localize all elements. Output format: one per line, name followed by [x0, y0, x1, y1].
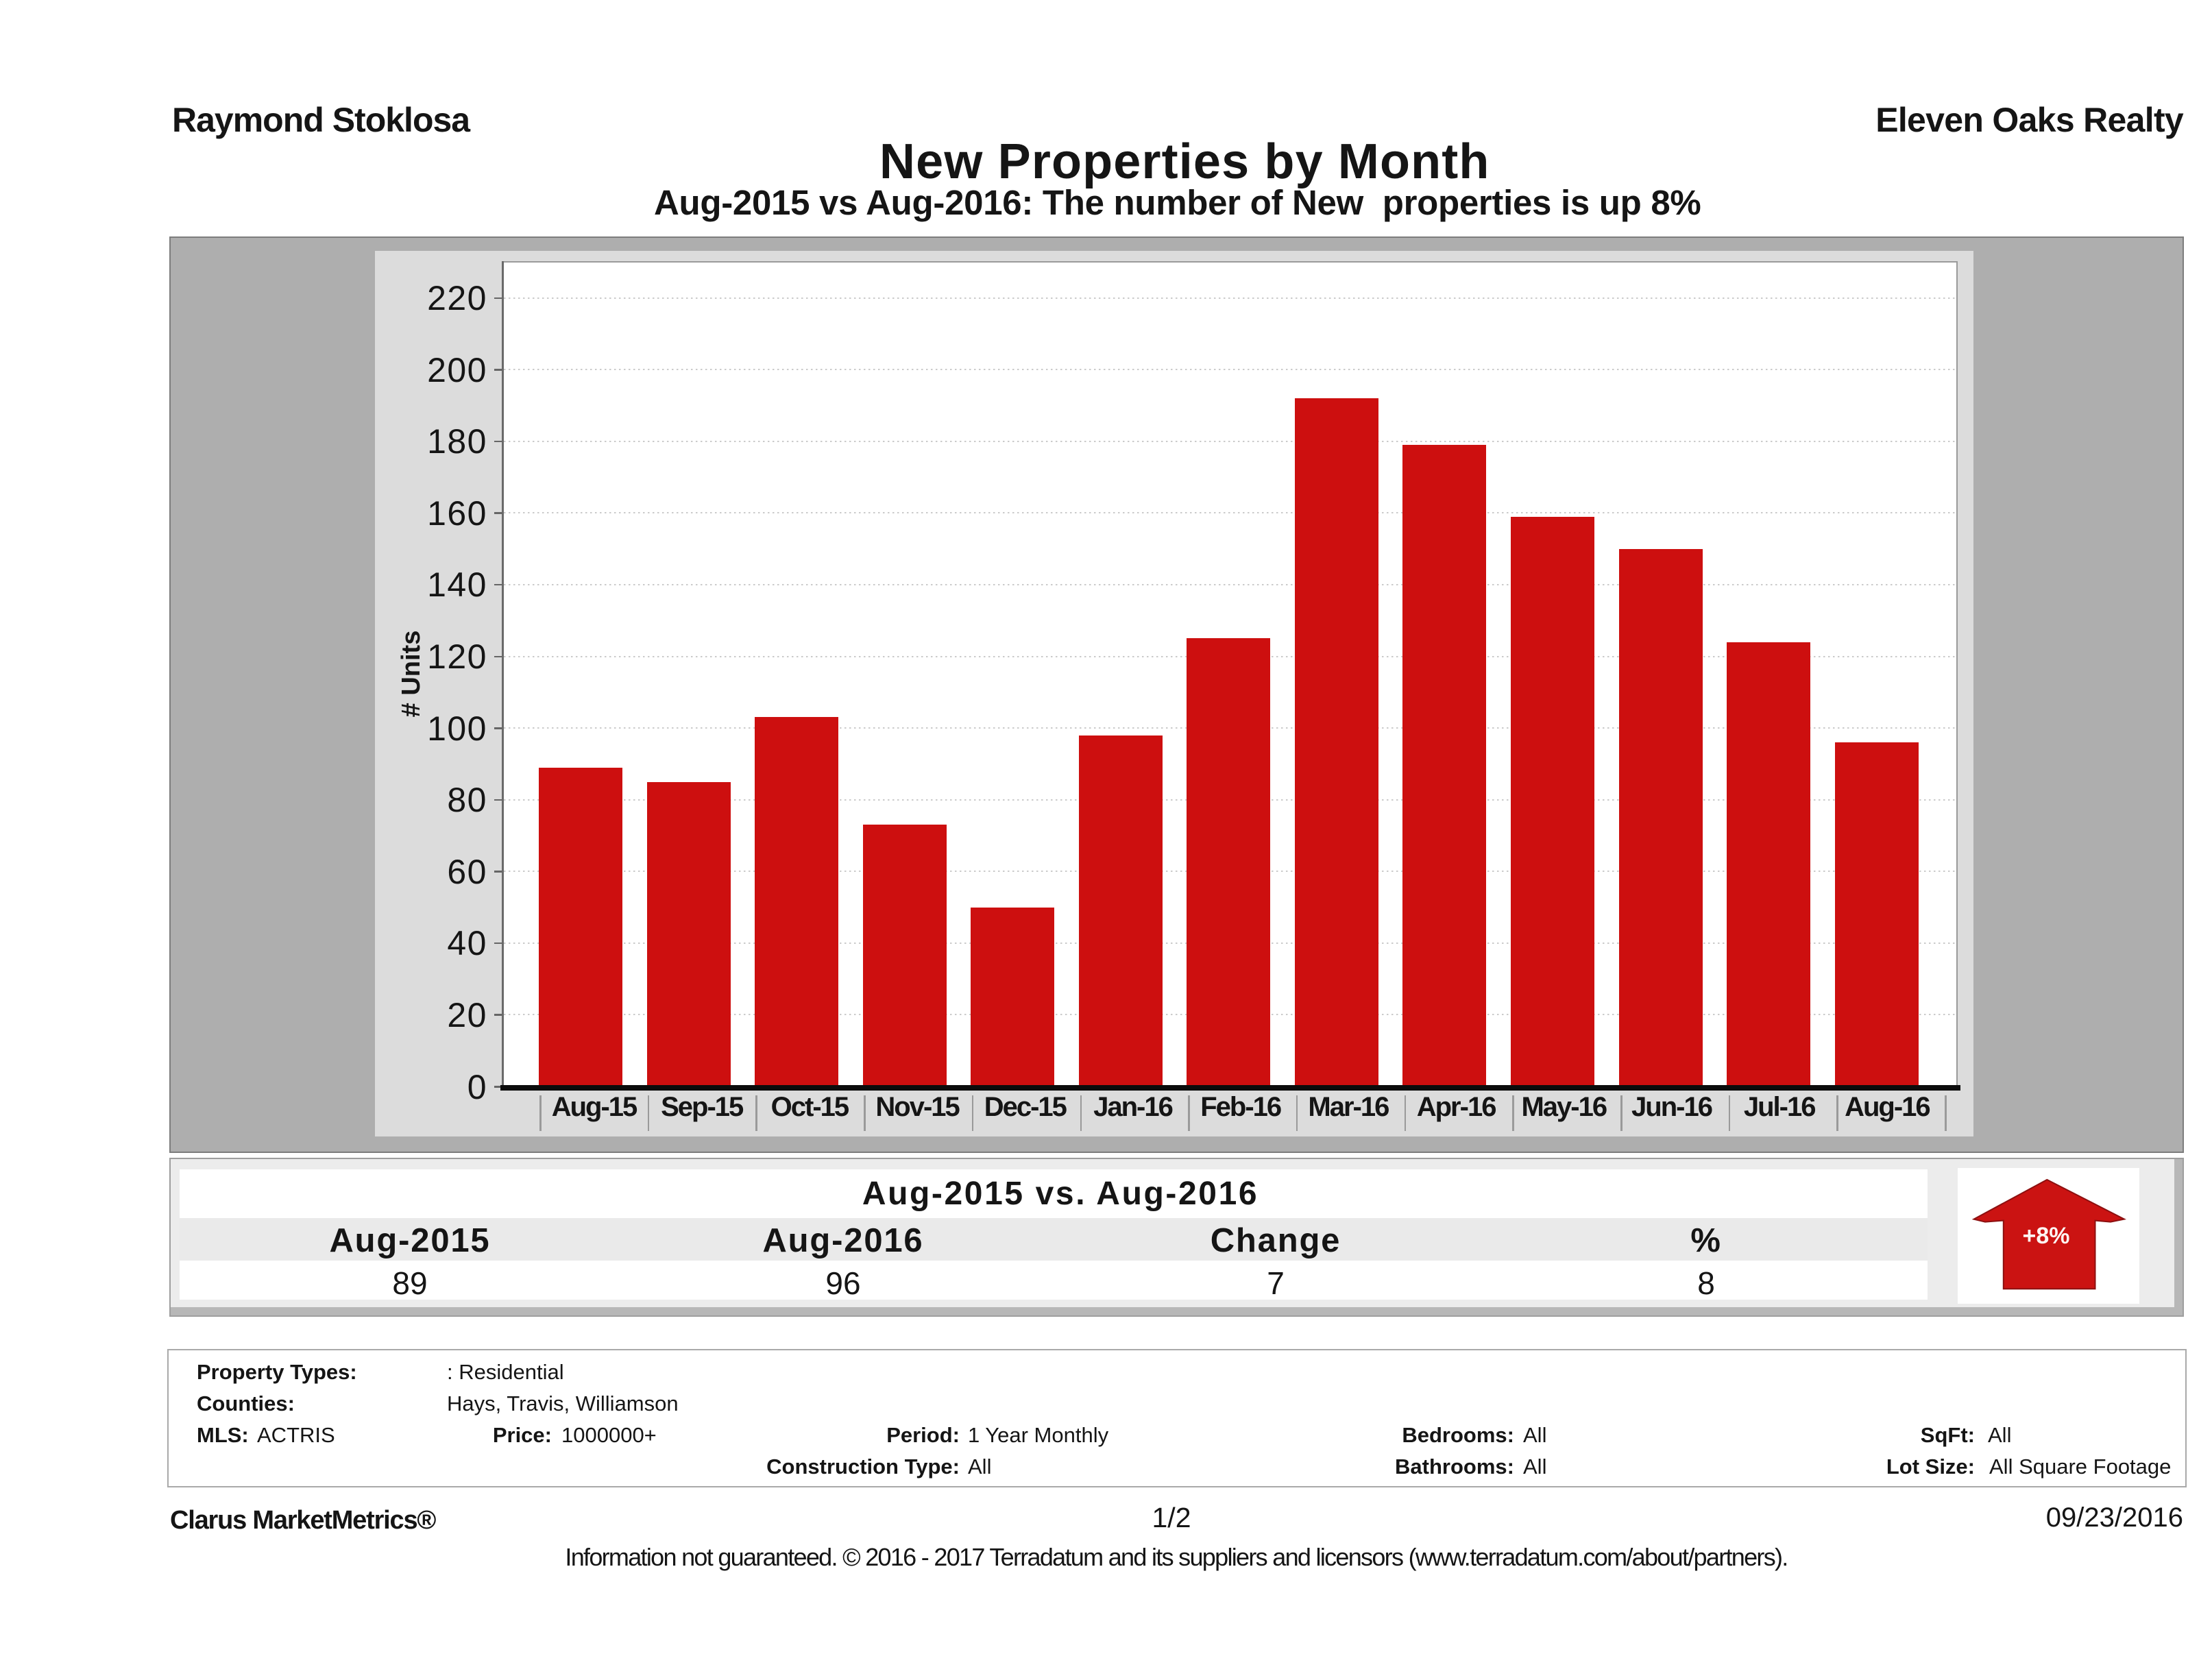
svg-text:+8%: +8%: [2023, 1223, 2070, 1249]
